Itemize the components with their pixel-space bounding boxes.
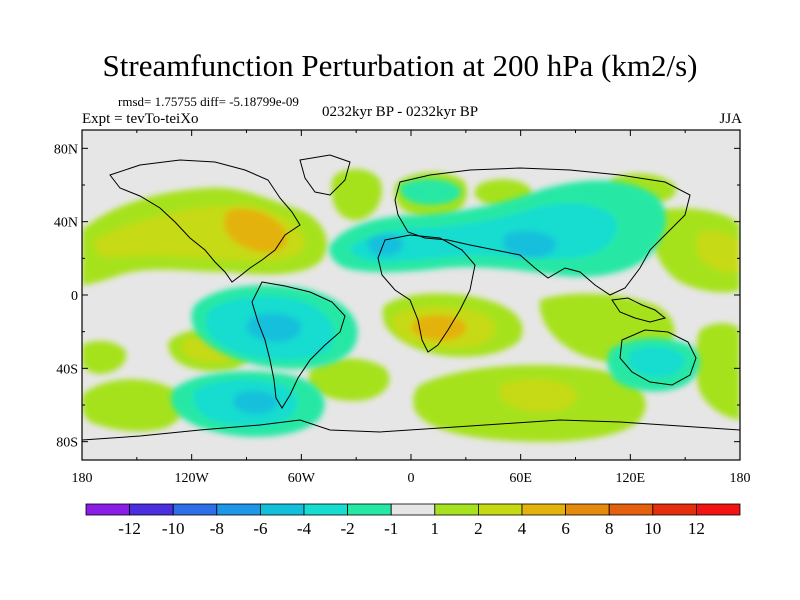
colorbar-label: -1 [384, 519, 398, 538]
colorbar-swatch [172, 503, 218, 516]
season-label: JJA [719, 111, 742, 127]
axis-ticks [81, 130, 741, 460]
stats-label: rmsd= 1.75755 diff= -5.18799e-09 [118, 94, 299, 109]
positive-region-west-pacific [651, 208, 740, 293]
x-tick-label: 180 [730, 471, 751, 486]
colorbar-swatch [129, 503, 174, 516]
y-tick-label: 40N [54, 216, 78, 231]
coastline-greenland [299, 154, 351, 196]
y-tick-label: 80S [56, 436, 78, 451]
period-label: 0232kyr BP - 0232kyr BP [321, 104, 479, 120]
positive-core-southern-ocean [500, 379, 577, 413]
positive-core-west-pacific [696, 230, 740, 273]
coastline-antarctica [82, 419, 740, 441]
colorbar-label: 6 [561, 519, 570, 538]
map-title: Streamfunction Perturbation at 200 hPa (… [102, 48, 698, 83]
colorbar-label: -12 [118, 519, 141, 538]
positive-peak-south-africa [411, 314, 467, 341]
positive-region-tasman [695, 323, 740, 420]
y-tick-label: 0 [71, 289, 78, 304]
colorbar-swatch [216, 503, 261, 516]
colorbar-swatch [303, 503, 348, 516]
x-tick-label: 0 [408, 471, 415, 486]
colorbar-label: 12 [688, 519, 705, 538]
negative-peak-south-america [246, 313, 302, 342]
colorbar-label: 2 [474, 519, 483, 538]
colorbar [85, 503, 741, 516]
colorbar-labels: -12 -10 -8 -6 -4 -2 -1 1 2 4 6 8 10 12 [118, 519, 705, 538]
colorbar-swatch [477, 503, 523, 516]
coastline-africa [377, 234, 476, 353]
coastline-south-america [251, 281, 346, 409]
colorbar-swatch [390, 503, 436, 516]
x-tick-label: 60W [288, 471, 316, 486]
positive-peak-north-america [224, 208, 288, 253]
colorbar-label: 1 [431, 519, 440, 538]
positive-region-north-atlantic [331, 168, 382, 221]
x-tick-label: 120E [616, 471, 646, 486]
colorbar-swatch [652, 503, 697, 516]
coastline-indonesia [611, 297, 667, 323]
coastline-australia [619, 329, 697, 386]
negative-core-australia [628, 346, 685, 378]
x-tick-label: 120W [175, 471, 210, 486]
colorbar-swatch [347, 503, 392, 516]
x-tick-label: 180 [72, 471, 93, 486]
coastlines [82, 154, 740, 441]
colorbar-label: -10 [162, 519, 185, 538]
positive-region-south-pacific-east [308, 358, 390, 401]
colorbar-swatch [565, 503, 610, 516]
colorbar-swatch [521, 503, 566, 516]
colorbar-swatch [696, 503, 741, 516]
colorbar-label: -2 [341, 519, 355, 538]
colorbar-swatch [434, 503, 479, 516]
coastline-north-america [109, 159, 301, 283]
coastline-eurasia [394, 167, 691, 296]
experiment-label: Expt = tevTo-teiXo [82, 111, 199, 127]
y-tick-label: 80N [54, 142, 78, 157]
negative-region-arctic-europe [399, 178, 461, 205]
colorbar-swatch [259, 503, 305, 516]
negative-peak-mediterranean [367, 234, 404, 256]
positive-region-southwest-pacific [82, 379, 184, 432]
axis-tick-labels: 180 120W 60W 0 60E 120E 180 80N 40N 0 40S 80S [54, 142, 751, 486]
colorbar-label: -4 [297, 519, 312, 538]
colorbar-swatch [85, 503, 130, 516]
positive-region-west-pacific-south [82, 340, 127, 374]
colorbar-label: 4 [518, 519, 527, 538]
negative-peak-south-pacific [233, 390, 278, 414]
contour-fill-layer [82, 168, 740, 442]
negative-peak-middle-east [503, 230, 557, 258]
colorbar-swatch [608, 503, 654, 516]
colorbar-label: -8 [210, 519, 224, 538]
x-tick-label: 60E [509, 471, 532, 486]
colorbar-label: 8 [605, 519, 614, 538]
colorbar-label: -6 [253, 519, 267, 538]
y-tick-label: 40S [56, 362, 78, 377]
colorbar-label: 10 [644, 519, 661, 538]
